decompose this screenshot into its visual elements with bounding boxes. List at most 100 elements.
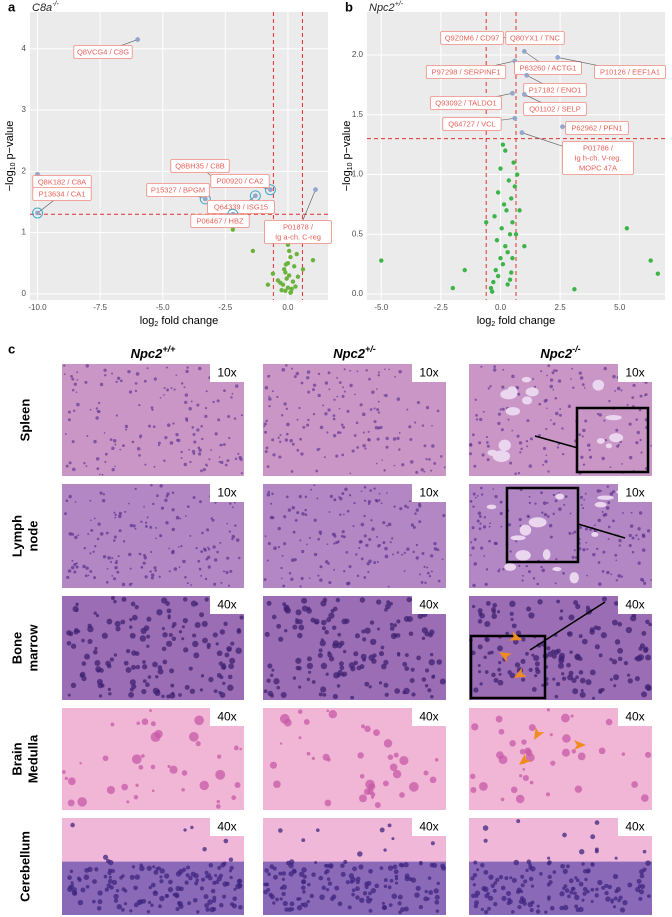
cell [627, 673, 631, 677]
cell [477, 644, 483, 650]
cell [103, 368, 107, 372]
cell [479, 522, 482, 525]
cell [532, 577, 536, 580]
cell [284, 629, 288, 633]
cell [650, 579, 652, 581]
cell [84, 574, 88, 578]
cell [134, 874, 141, 880]
histology-image: 40x [62, 818, 244, 915]
cell [621, 752, 626, 756]
cell [235, 538, 240, 542]
cell [173, 567, 178, 571]
cell [475, 414, 478, 417]
cell [271, 492, 274, 496]
vacuole [591, 531, 599, 537]
point [284, 276, 289, 281]
cell [301, 879, 306, 884]
cell [307, 882, 311, 887]
cell [472, 873, 478, 878]
cell [629, 524, 634, 528]
cell [618, 895, 623, 900]
cell [281, 871, 287, 876]
cell [138, 404, 141, 407]
cell [526, 859, 532, 865]
cell [185, 369, 189, 374]
cell [212, 632, 218, 638]
cell [202, 637, 208, 644]
cell [71, 377, 75, 381]
histology-image: 10x [62, 484, 244, 588]
cell [311, 680, 316, 684]
y-tick-label: 0 [22, 289, 27, 298]
cell [628, 533, 632, 538]
cell [306, 662, 314, 670]
cell [333, 498, 337, 502]
cell [285, 364, 288, 367]
cell [560, 863, 566, 869]
cell [583, 498, 585, 501]
magnification-box [210, 364, 244, 382]
cell [266, 600, 272, 606]
cell [162, 659, 168, 665]
cell [341, 492, 345, 496]
cell [134, 527, 137, 530]
cell [190, 584, 193, 586]
cell [129, 625, 133, 629]
cell [396, 397, 401, 401]
cell [383, 739, 393, 748]
cell [343, 513, 345, 516]
cell [609, 677, 613, 682]
cell [113, 893, 119, 900]
column-header: Npc2+/- [333, 344, 376, 361]
cell [272, 874, 279, 880]
cell [267, 541, 271, 546]
cell [423, 470, 426, 473]
cell [500, 428, 504, 432]
cell [113, 539, 116, 542]
inset-connector [529, 601, 606, 651]
cell [530, 866, 536, 872]
cell [521, 739, 527, 745]
cell [408, 425, 412, 429]
cell [364, 681, 370, 687]
cell [546, 515, 550, 518]
cell [210, 449, 213, 451]
cell [150, 903, 154, 907]
magnification-box [618, 484, 652, 502]
cell [235, 883, 241, 890]
cell [612, 873, 619, 880]
cell [646, 894, 651, 898]
cell [497, 412, 502, 416]
cell [180, 545, 183, 548]
cell [433, 547, 438, 551]
point [250, 248, 256, 254]
cell [365, 369, 368, 372]
cell [230, 641, 235, 646]
cell [528, 667, 533, 673]
point [462, 267, 467, 273]
cell [606, 570, 610, 575]
cell [263, 882, 267, 887]
cell [520, 883, 525, 888]
cell [489, 522, 492, 525]
cell [496, 610, 501, 614]
cell [212, 400, 215, 404]
cell [424, 889, 428, 894]
cell [546, 792, 550, 797]
cell [129, 632, 136, 639]
cell [267, 872, 271, 877]
point [509, 270, 514, 275]
point [291, 264, 297, 269]
cell [434, 894, 440, 900]
arrowhead [509, 631, 522, 641]
annotation-label: Q64339 / ISG15 [214, 202, 268, 211]
cell [376, 627, 380, 631]
cell [352, 866, 357, 872]
cell [130, 601, 136, 607]
cell [141, 688, 147, 695]
vacuole [519, 524, 532, 536]
cell [195, 741, 201, 747]
magnification: 10x [217, 366, 236, 380]
cell [226, 647, 232, 652]
cell [142, 660, 146, 664]
